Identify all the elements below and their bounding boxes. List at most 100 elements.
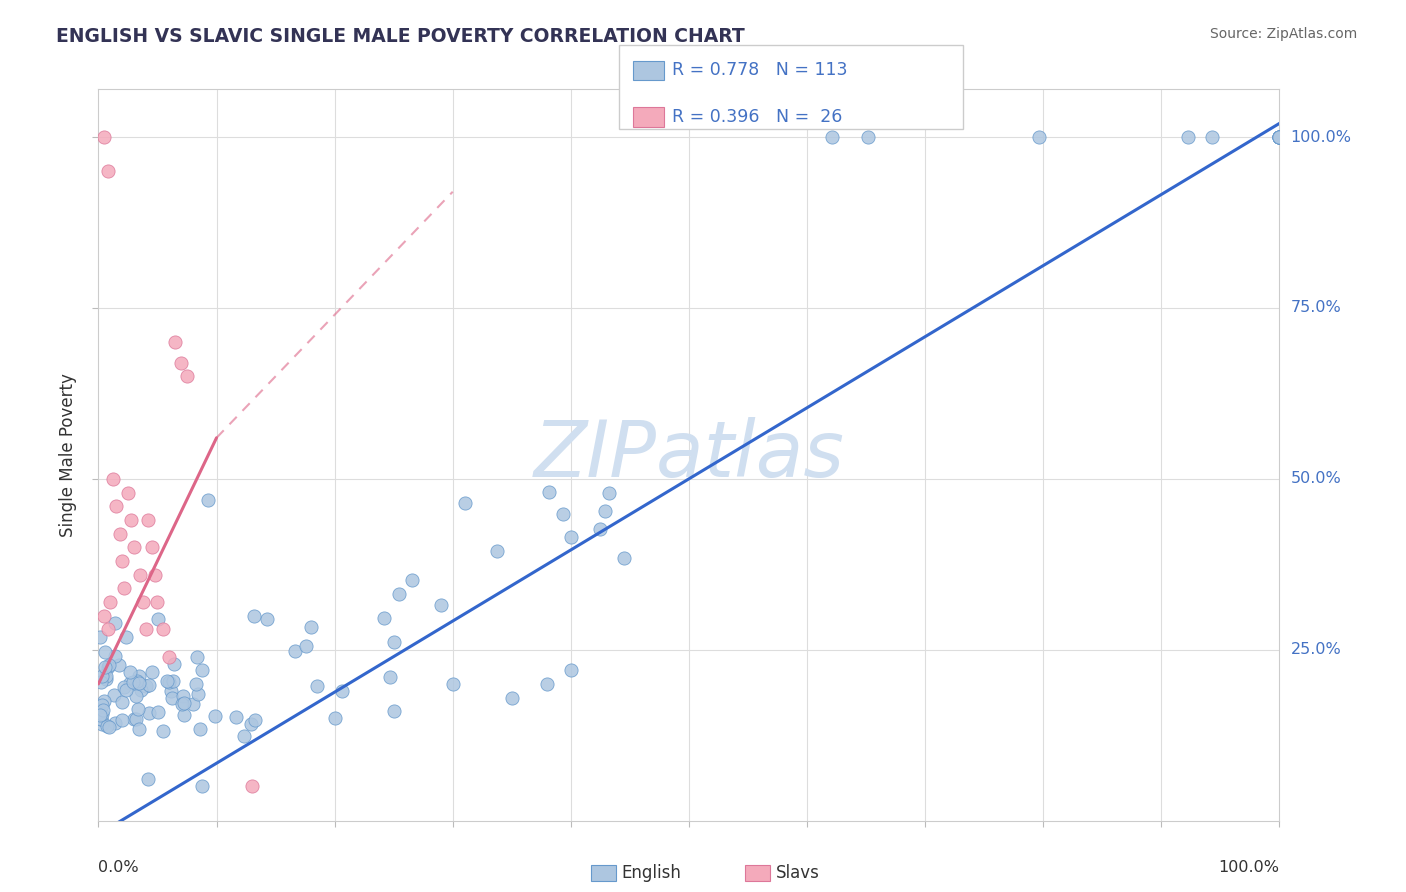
Text: R = 0.396   N =  26: R = 0.396 N = 26	[672, 108, 842, 126]
Point	[233, 729, 256, 743]
Point	[172, 689, 194, 703]
Point	[1028, 130, 1050, 145]
Point	[560, 531, 582, 545]
Point	[131, 682, 153, 697]
Point	[143, 567, 166, 582]
Point	[127, 702, 149, 716]
Text: Slavs: Slavs	[776, 864, 820, 882]
Text: English: English	[621, 864, 682, 882]
Point	[1268, 130, 1291, 145]
Point	[122, 540, 145, 554]
Text: ENGLISH VS SLAVIC SINGLE MALE POVERTY CORRELATION CHART: ENGLISH VS SLAVIC SINGLE MALE POVERTY CO…	[56, 27, 745, 45]
Point	[89, 707, 111, 722]
Point	[485, 544, 508, 558]
Text: 50.0%: 50.0%	[1291, 471, 1341, 486]
Point	[122, 712, 145, 726]
Point	[94, 645, 117, 659]
Point	[181, 697, 204, 711]
Point	[1268, 130, 1291, 145]
Text: R = 0.778   N = 113: R = 0.778 N = 113	[672, 62, 848, 79]
Point	[98, 595, 121, 609]
Point	[111, 554, 134, 568]
Point	[299, 620, 322, 634]
Y-axis label: Single Male Poverty: Single Male Poverty	[59, 373, 77, 537]
Point	[588, 522, 610, 536]
Point	[160, 690, 183, 705]
Point	[112, 581, 135, 595]
Point	[128, 676, 150, 690]
Point	[125, 712, 148, 726]
Point	[373, 610, 395, 624]
Point	[90, 712, 112, 726]
Point	[560, 663, 582, 677]
Point	[613, 551, 636, 566]
Point	[146, 595, 169, 609]
Point	[225, 710, 247, 724]
Point	[1268, 130, 1291, 145]
Point	[148, 706, 170, 720]
Point	[188, 723, 211, 737]
Text: ZIPatlas: ZIPatlas	[533, 417, 845, 493]
Point	[186, 687, 208, 701]
Point	[135, 622, 157, 636]
Point	[382, 704, 405, 718]
Point	[108, 658, 131, 673]
Point	[103, 688, 125, 702]
Point	[284, 643, 307, 657]
Point	[96, 719, 118, 733]
Point	[165, 335, 187, 350]
Point	[141, 665, 163, 679]
Point	[1268, 130, 1291, 145]
Point	[97, 622, 120, 636]
Point	[118, 676, 141, 690]
Point	[89, 707, 111, 722]
Point	[97, 164, 120, 178]
Text: Source: ZipAtlas.com: Source: ZipAtlas.com	[1209, 27, 1357, 41]
Point	[90, 717, 112, 731]
Point	[256, 612, 278, 626]
Point	[90, 712, 112, 726]
Point	[104, 648, 127, 663]
Point	[90, 706, 112, 721]
Point	[430, 599, 453, 613]
Point	[160, 684, 183, 698]
Text: 25.0%: 25.0%	[1291, 642, 1341, 657]
Text: 0.0%: 0.0%	[98, 860, 139, 874]
Point	[384, 635, 406, 649]
Point	[104, 616, 127, 631]
Point	[593, 503, 616, 517]
Point	[157, 675, 180, 690]
Point	[553, 508, 575, 522]
Point	[90, 675, 112, 690]
Point	[323, 711, 346, 725]
Point	[190, 663, 212, 677]
Point	[441, 677, 464, 691]
Point	[124, 689, 146, 703]
Point	[136, 513, 159, 527]
Point	[108, 526, 131, 541]
Point	[90, 698, 112, 712]
Point	[184, 677, 207, 691]
Point	[128, 723, 150, 737]
Point	[138, 706, 160, 721]
Point	[152, 622, 174, 636]
Point	[112, 680, 135, 694]
Point	[388, 587, 411, 601]
Point	[1268, 130, 1291, 145]
Point	[148, 612, 170, 626]
Point	[97, 720, 120, 734]
Point	[1201, 130, 1223, 145]
Point	[93, 608, 115, 623]
Point	[163, 657, 186, 671]
Point	[114, 682, 136, 697]
Point	[243, 608, 266, 623]
Point	[1268, 130, 1291, 145]
Point	[152, 723, 174, 738]
Point	[501, 690, 523, 705]
Point	[138, 678, 160, 692]
Point	[94, 659, 117, 673]
Point	[122, 674, 145, 689]
Point	[135, 679, 157, 693]
Point	[856, 130, 879, 145]
Point	[117, 485, 139, 500]
